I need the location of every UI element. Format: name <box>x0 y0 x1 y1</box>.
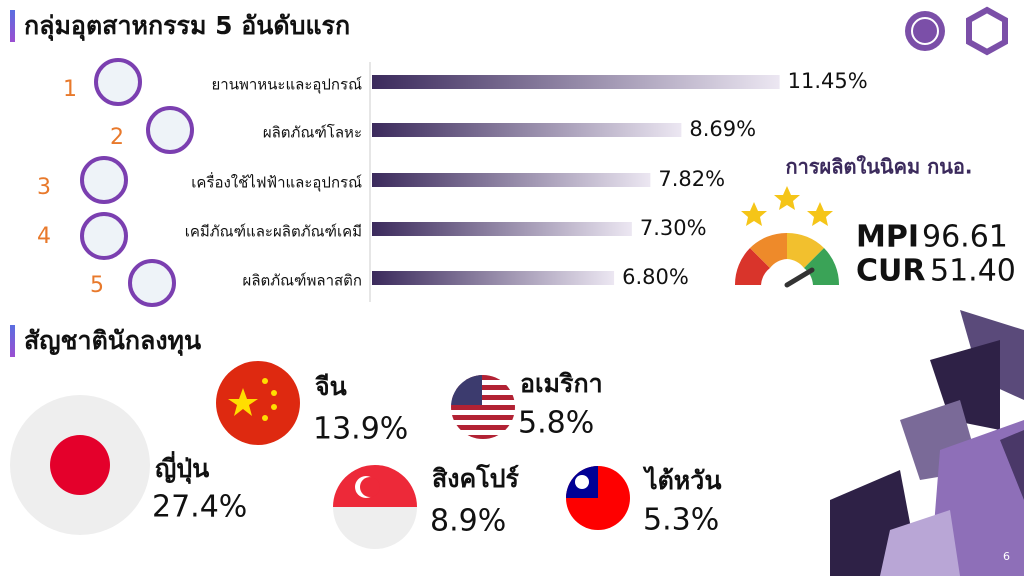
rank: 4 <box>37 224 51 249</box>
country: อเมริกา <box>520 369 603 398</box>
icon <box>146 106 194 154</box>
category-label: ยานพาหนะและอุปกรณ์ <box>212 76 363 95</box>
rank: 1 <box>63 77 77 102</box>
section-title: สัญชาตินักลงทุน <box>24 326 201 357</box>
share: 5.8% <box>518 406 594 441</box>
value-label: 7.82% <box>658 167 725 191</box>
share: 5.3% <box>643 503 719 538</box>
share: 27.4% <box>152 490 247 525</box>
rank: 2 <box>110 125 124 150</box>
value-label: 7.30% <box>640 216 707 240</box>
logo <box>966 6 1008 56</box>
gauge-title: การผลิตในนิคม กนอ. <box>785 155 972 179</box>
rank: 3 <box>37 175 51 200</box>
accent <box>10 10 15 42</box>
bar <box>372 123 682 137</box>
share: 13.9% <box>313 412 408 447</box>
section-title: กลุ่มอุตสาหกรรม 5 อันดับแรก <box>24 11 350 42</box>
country: ญี่ปุ่น <box>155 451 209 485</box>
bar <box>372 173 651 187</box>
bar <box>372 222 632 236</box>
bar <box>372 271 615 285</box>
metric-value: 51.40 <box>930 254 1016 289</box>
metric-label: CUR <box>856 254 925 289</box>
category-label: ผลิตภัณฑ์พลาสติก <box>243 272 362 290</box>
category-label: ผลิตภัณฑ์โลหะ <box>263 124 362 142</box>
value-label: 8.69% <box>689 117 756 141</box>
category-label: เคมีภัณฑ์และผลิตภัณฑ์เคมี <box>185 223 362 241</box>
country: สิงคโปร์ <box>432 463 519 493</box>
country: จีน <box>315 372 347 401</box>
share: 8.9% <box>430 504 506 539</box>
rank: 5 <box>90 273 104 298</box>
gauge <box>734 186 840 288</box>
logo <box>905 11 945 51</box>
accent <box>10 325 15 357</box>
bar <box>372 75 780 89</box>
icon <box>80 156 128 204</box>
icon <box>94 58 142 106</box>
page-number: 6 <box>1003 550 1010 563</box>
metric-label: MPI <box>856 220 919 255</box>
category-label: เครื่องใช้ไฟฟ้าและอุปกรณ์ <box>191 172 362 193</box>
value-label: 6.80% <box>622 265 689 289</box>
decoration <box>830 310 1024 576</box>
icon <box>80 212 128 260</box>
metric-value: 96.61 <box>922 220 1008 255</box>
country: ไต้หวัน <box>642 465 721 495</box>
value-label: 11.45% <box>788 69 868 93</box>
logo <box>911 17 939 45</box>
icon <box>128 259 176 307</box>
